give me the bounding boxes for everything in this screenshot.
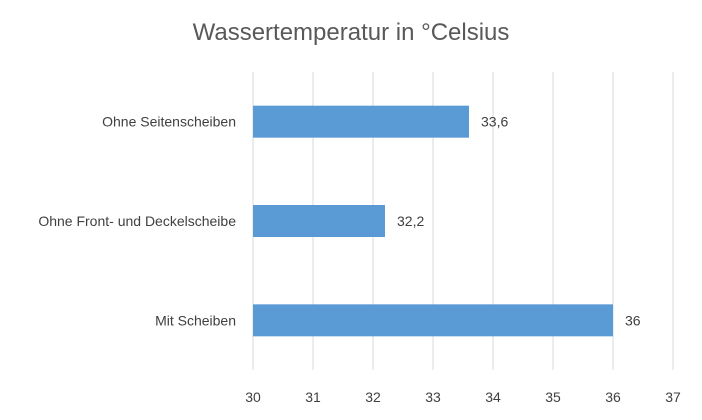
x-tick-label: 30: [245, 389, 261, 405]
category-label: Ohne Front- und Deckelscheibe: [38, 213, 236, 229]
bar: [253, 105, 469, 138]
data-label: 36: [625, 312, 641, 328]
x-tick-label: 36: [605, 389, 621, 405]
x-tick-label: 33: [425, 389, 441, 405]
x-tick-label: 35: [545, 389, 561, 405]
bar: [253, 304, 613, 337]
category-label: Mit Scheiben: [155, 312, 236, 328]
x-tick-label: 37: [665, 389, 681, 405]
bar: [253, 205, 385, 237]
x-tick-label: 31: [305, 389, 321, 405]
labels: 30 31 32 33 34 35 36 37 Ohne Seitenscheiben 33,6 O…: [38, 114, 681, 405]
x-tick-label: 34: [485, 389, 501, 405]
chart-title: Wassertemperatur in °Celsius: [193, 19, 510, 46]
data-label: 33,6: [481, 114, 508, 130]
bars: [253, 105, 613, 337]
data-label: 32,2: [397, 213, 424, 229]
x-tick-label: 32: [365, 389, 381, 405]
category-label: Ohne Seitenscheiben: [102, 114, 236, 130]
